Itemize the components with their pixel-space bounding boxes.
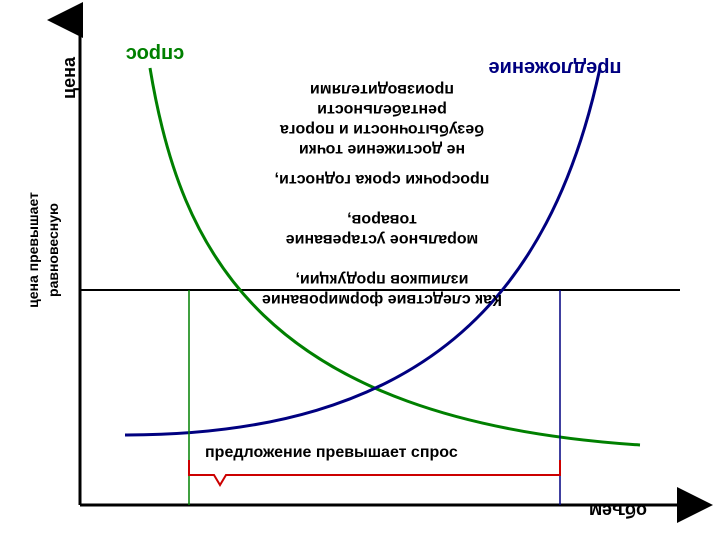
y-axis-label: цена bbox=[59, 56, 79, 99]
supply-label: предложение bbox=[488, 57, 621, 79]
desc-line-2: излишков продукции, bbox=[296, 271, 469, 288]
chart-svg: объем цена цена превышает равновесную сп… bbox=[0, 0, 720, 540]
description-block: Как следствие формирование излишков прод… bbox=[262, 81, 502, 308]
desc-line-8: рентабельности bbox=[317, 101, 447, 118]
desc-line-5: просрочки срока годности, bbox=[275, 171, 490, 188]
x-axis-label: объем bbox=[589, 501, 647, 521]
desc-line-3: моральное устаревание bbox=[286, 231, 479, 248]
desc-line-9: производителями bbox=[310, 81, 454, 98]
desc-line-4: товаров, bbox=[347, 211, 417, 228]
gap-bracket bbox=[189, 460, 560, 485]
desc-line-6: не достижение точки bbox=[299, 141, 465, 158]
demand-label: спрос bbox=[126, 43, 185, 65]
supply-demand-chart: объем цена цена превышает равновесную сп… bbox=[0, 0, 720, 540]
eq-label-line1: цена превышает bbox=[25, 192, 41, 308]
desc-line-7: безубыточности и порога bbox=[280, 121, 484, 138]
eq-label-line2: равновесную bbox=[45, 203, 61, 297]
exceed-label: предложение превышает спрос bbox=[205, 444, 458, 461]
desc-line-1: Как следствие формирование bbox=[262, 291, 502, 308]
